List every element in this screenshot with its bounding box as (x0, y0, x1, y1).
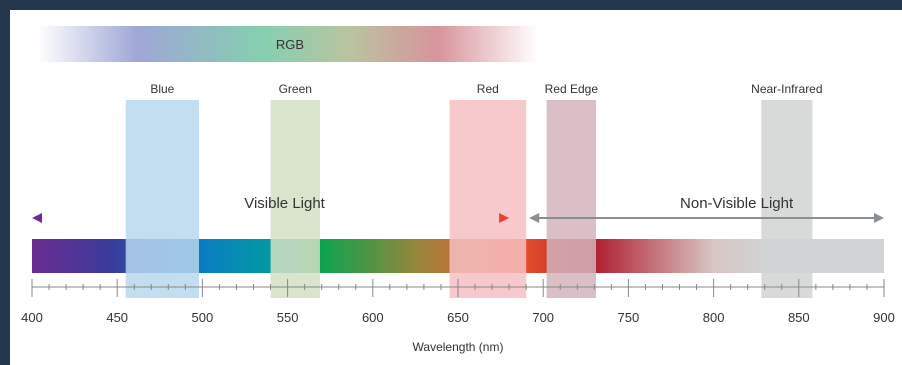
axis-tick-label: 500 (192, 310, 214, 325)
axis-title: Wavelength (nm) (413, 340, 504, 354)
non-visible-arrowhead-right (874, 213, 884, 223)
axis-tick-label: 450 (106, 310, 128, 325)
rgb-gradient-bar (38, 26, 538, 62)
band-label: Blue (150, 82, 174, 96)
non-visible-arrowhead-left (529, 213, 540, 223)
wavelength-axis: 400 450 500 550 600 650 700 750 800 850 900 (21, 279, 895, 325)
visible-arrowhead-left (32, 213, 42, 223)
axis-tick-label: 650 (447, 310, 469, 325)
band-group: Blue Green Red Red Edge Near-Infrared (125, 82, 823, 298)
axis-tick-label: 550 (277, 310, 299, 325)
band-red-edge (546, 100, 597, 298)
band-label: Red (477, 82, 499, 96)
axis-tick-label: 750 (618, 310, 640, 325)
band-near-infrared (761, 100, 813, 298)
axis-tick-label: 900 (873, 310, 895, 325)
visible-arrowhead-right (499, 213, 510, 223)
axis-tick-label: 800 (703, 310, 725, 325)
band-label: Green (279, 82, 312, 96)
band-red (449, 100, 527, 298)
band-blue (125, 100, 199, 298)
axis-tick-label: 850 (788, 310, 810, 325)
non-visible-light-label: Non-Visible Light (680, 195, 794, 212)
range-group: Visible Light Non-Visible Light (32, 195, 884, 223)
visible-light-label: Visible Light (244, 195, 325, 212)
axis-tick-label: 600 (362, 310, 384, 325)
band-label: Near-Infrared (751, 82, 822, 96)
axis-tick-label: 700 (532, 310, 554, 325)
rgb-label: RGB (276, 37, 304, 52)
axis-tick-label: 400 (21, 310, 43, 325)
band-green (270, 100, 320, 298)
band-label: Red Edge (545, 82, 599, 96)
